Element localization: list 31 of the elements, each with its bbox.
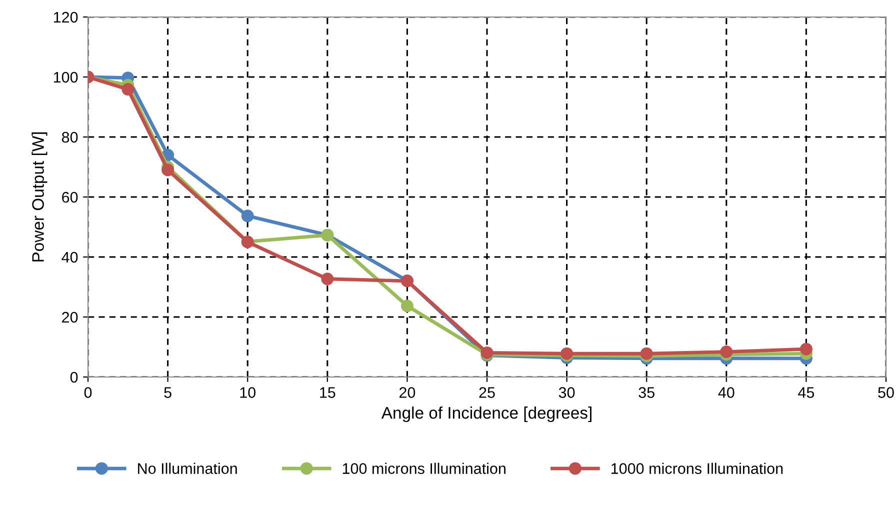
x-axis-title: Angle of Incidence [degrees] <box>381 406 592 422</box>
point <box>122 83 134 96</box>
y-tick-label: 80 <box>62 132 78 143</box>
x-tick-label: 20 <box>399 387 416 398</box>
legend-label: No Illumination <box>138 462 237 474</box>
point <box>241 210 254 222</box>
y-tick-label: 40 <box>62 252 78 263</box>
y-tick-label: 100 <box>54 72 78 83</box>
point <box>720 346 733 358</box>
legend-label: 100 microns Illumination <box>342 462 506 474</box>
x-tick-label: 25 <box>479 387 495 398</box>
y-tick-label: 0 <box>70 372 78 383</box>
point <box>640 347 653 360</box>
point <box>800 342 812 356</box>
x-tick-label: 45 <box>798 387 814 398</box>
x-tick-label: 50 <box>878 387 894 398</box>
x-tick-label: 35 <box>638 387 654 398</box>
y-tick-label: 20 <box>62 312 78 323</box>
y-tick-label: 120 <box>54 12 78 23</box>
y-tick-label: 60 <box>62 192 78 203</box>
point <box>321 272 334 286</box>
legend-label: 1000 microns Illumination <box>611 462 783 474</box>
x-tick-label: 10 <box>240 387 256 398</box>
x-tick-label: 30 <box>558 387 575 398</box>
y-axis-title: Power Output [W] <box>32 132 48 262</box>
point <box>400 300 414 312</box>
point <box>162 164 174 176</box>
x-tick-label: 40 <box>718 387 734 398</box>
x-tick-label: 0 <box>84 387 92 398</box>
x-tick-label: 15 <box>320 387 336 398</box>
x-tick-label: 5 <box>164 387 172 398</box>
